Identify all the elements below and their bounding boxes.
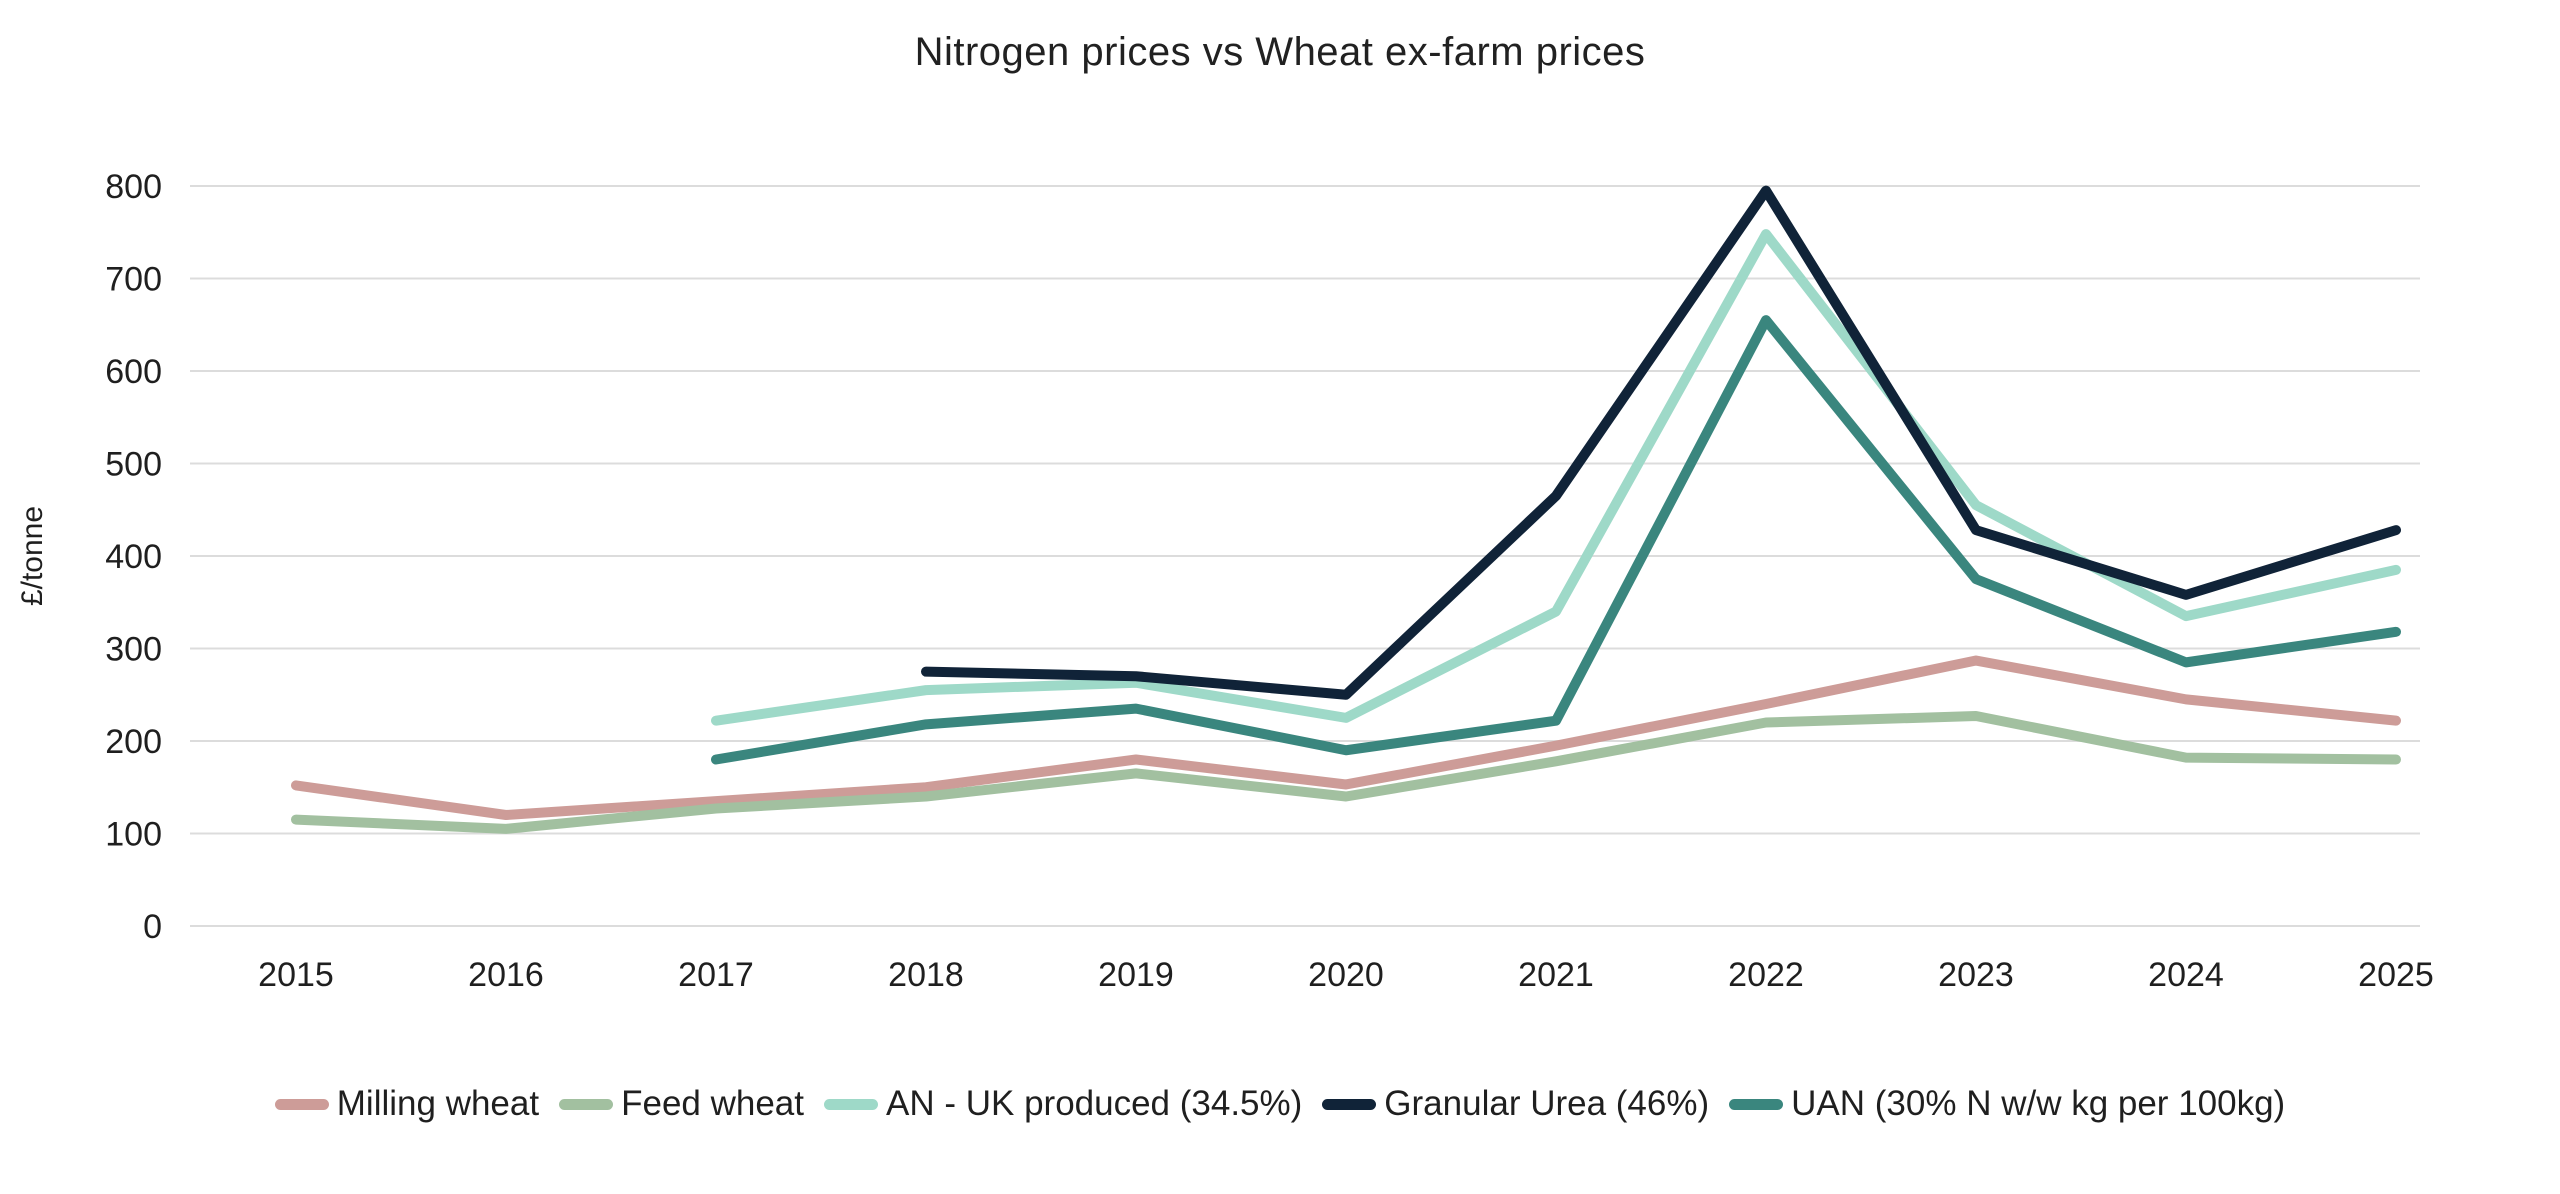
legend-swatch-uan-30-n-w-w-kg-per-100kg: [1729, 1098, 1784, 1110]
ytick-label-100: 100: [105, 816, 162, 854]
ytick-label-300: 300: [105, 631, 162, 669]
xtick-label-2019: 2019: [1098, 956, 1174, 994]
xtick-label-2022: 2022: [1728, 956, 1804, 994]
series-line-uan-30-n-w-w-kg-per-100kg: [711, 315, 2401, 765]
xtick-label-2018: 2018: [888, 956, 964, 994]
chart-title: Nitrogen prices vs Wheat ex-farm prices: [914, 30, 1646, 74]
legend-label: Granular Urea (46%): [1384, 1084, 1710, 1123]
xtick-label-2020: 2020: [1308, 956, 1384, 994]
plot-area: 0 100 200 300 400 500 600 700 800 2015 2016 2017 201…: [16, 168, 2434, 994]
series-line-granular-urea-46: [921, 185, 2401, 700]
xtick-label-2021: 2021: [1518, 956, 1594, 994]
legend: Milling wheat Feed wheat AN - UK produced …: [0, 1084, 2560, 1124]
legend-label: UAN (30% N w/w kg per 100kg): [1791, 1084, 2286, 1123]
y-axis-title: £/tonne: [16, 506, 49, 606]
legend-item-an-uk-produced-34-5: AN - UK produced (34.5%): [824, 1084, 1302, 1124]
legend-label: AN - UK produced (34.5%): [886, 1084, 1303, 1123]
xtick-label-2023: 2023: [1938, 956, 2014, 994]
legend-item-uan-30-n-w-w-kg-per-100kg: UAN (30% N w/w kg per 100kg): [1729, 1084, 2285, 1124]
xtick-label-2024: 2024: [2148, 956, 2224, 994]
legend-swatch-feed-wheat: [559, 1098, 614, 1110]
series-line-feed-wheat: [291, 711, 2401, 834]
xtick-label-2025: 2025: [2358, 956, 2434, 994]
legend-item-feed-wheat: Feed wheat: [559, 1084, 804, 1124]
legend-item-granular-urea-46: Granular Urea (46%): [1322, 1084, 1709, 1124]
ytick-label-500: 500: [105, 446, 162, 484]
ytick-label-0: 0: [143, 908, 162, 946]
series-line-milling-wheat: [291, 655, 2401, 820]
ytick-label-200: 200: [105, 723, 162, 761]
series-line-an-uk-produced-34-5: [711, 229, 2401, 726]
ytick-label-600: 600: [105, 353, 162, 391]
ytick-label-800: 800: [105, 168, 162, 206]
legend-item-milling-wheat: Milling wheat: [274, 1084, 540, 1124]
legend-label: Milling wheat: [336, 1084, 540, 1123]
legend-label: Feed wheat: [621, 1084, 804, 1123]
ytick-label-400: 400: [105, 538, 162, 576]
legend-swatch-milling-wheat: [274, 1098, 329, 1110]
legend-swatch-an-uk-produced-34-5: [824, 1098, 878, 1110]
ytick-label-700: 700: [105, 261, 162, 299]
legend-swatch-granular-urea-46: [1322, 1098, 1377, 1110]
xtick-label-2017: 2017: [678, 956, 754, 994]
xtick-label-2016: 2016: [468, 956, 544, 994]
xtick-label-2015: 2015: [258, 956, 334, 994]
